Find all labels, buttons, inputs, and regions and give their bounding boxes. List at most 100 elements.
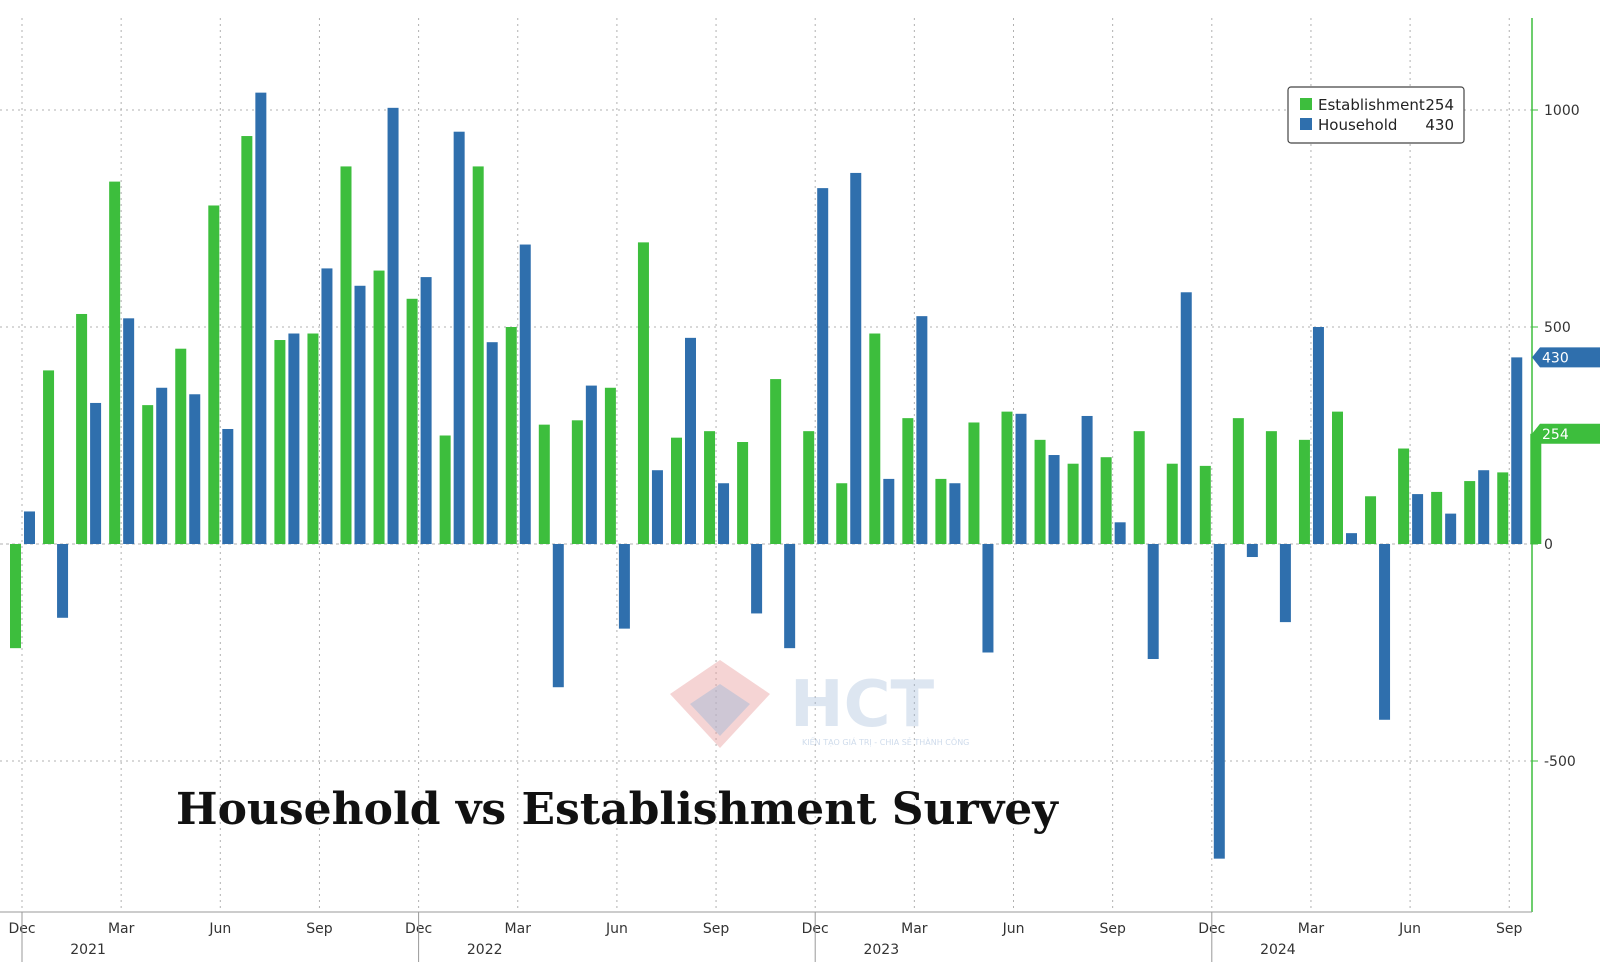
household-bar: [1478, 470, 1490, 544]
establishment-bar: [902, 418, 914, 544]
establishment-bar: [1001, 411, 1013, 544]
household-bar: [585, 385, 597, 544]
establishment-bar: [340, 166, 352, 545]
household-bar: [618, 544, 630, 629]
legend-label: Establishment: [1318, 96, 1425, 114]
household-bar: [883, 478, 895, 544]
household-bar: [453, 131, 465, 544]
establishment-bar: [1431, 491, 1443, 544]
household-bar: [387, 107, 399, 544]
household-bar: [189, 394, 201, 544]
establishment-bar: [439, 435, 451, 544]
household-bar: [817, 188, 829, 544]
household-last-value: 430: [1542, 350, 1569, 366]
establishment-bar: [1199, 465, 1211, 544]
establishment-bar: [538, 424, 550, 544]
establishment-bar: [968, 422, 980, 544]
establishment-bar: [241, 136, 253, 545]
household-bar: [1213, 544, 1225, 859]
household-bar: [222, 428, 234, 544]
establishment-bar: [307, 333, 319, 544]
watermark: HCT KIẾN TẠO GIÁ TRỊ - CHIA SẺ THÀNH CÔN…: [670, 660, 969, 748]
year-label: 2023: [863, 942, 899, 958]
household-bar: [1511, 357, 1523, 544]
establishment-bar: [1232, 418, 1244, 544]
establishment-bar: [836, 483, 848, 544]
household-bar: [321, 268, 333, 544]
household-bar: [1081, 415, 1093, 544]
x-tick-label: Sep: [306, 921, 333, 937]
x-tick-label: Mar: [901, 921, 928, 937]
establishment-bar: [1133, 431, 1145, 544]
household-last-tag: [1532, 347, 1600, 368]
establishment-bar: [637, 242, 649, 544]
establishment-last-value: 254: [1542, 427, 1569, 443]
establishment-bar: [76, 313, 88, 544]
establishment-bar: [604, 387, 616, 544]
household-bar: [685, 337, 696, 544]
legend-label: Household: [1318, 116, 1397, 134]
legend-value: 430: [1425, 116, 1454, 134]
y-tick-label: 0: [1544, 537, 1553, 553]
establishment-bar: [10, 544, 21, 649]
establishment-bar: [1464, 481, 1476, 544]
household-bar: [255, 92, 267, 544]
legend-value: 254: [1425, 96, 1454, 114]
household-bar: [1048, 455, 1060, 544]
household-bar: [1279, 544, 1291, 623]
household-bar: [519, 244, 531, 545]
household-bar: [57, 544, 69, 618]
establishment-bar: [472, 166, 484, 545]
establishment-bar: [737, 442, 749, 544]
svg-text:KIẾN TẠO GIÁ TRỊ - CHIA SẺ THÀ: KIẾN TẠO GIÁ TRỊ - CHIA SẺ THÀNH CÔNG: [802, 736, 969, 748]
household-bar: [354, 285, 366, 544]
household-bar: [1180, 292, 1192, 544]
x-tick-label: Mar: [108, 921, 135, 937]
establishment-bar: [704, 431, 716, 544]
year-label: 2024: [1260, 942, 1296, 958]
household-bar: [850, 172, 862, 544]
household-bar: [1346, 533, 1357, 544]
y-tick-label: 1000: [1544, 103, 1580, 119]
household-bar: [1445, 513, 1457, 544]
establishment-bar: [803, 431, 815, 544]
bars: [10, 92, 1542, 859]
household-bar: [651, 470, 663, 544]
household-bar: [982, 544, 994, 653]
establishment-bar: [208, 205, 220, 545]
legend-swatch: [1300, 118, 1312, 130]
establishment-bar: [1067, 463, 1079, 544]
establishment-bar: [274, 340, 286, 544]
establishment-bar: [1265, 431, 1277, 544]
household-bar: [1246, 544, 1258, 558]
establishment-bar: [770, 379, 782, 544]
x-tick-label: Jun: [1002, 921, 1025, 937]
x-tick-label: Sep: [703, 921, 730, 937]
year-label: 2022: [467, 942, 503, 958]
establishment-bar: [505, 327, 517, 544]
establishment-bar: [1365, 496, 1377, 544]
establishment-bar: [869, 333, 881, 544]
establishment-bar: [109, 181, 121, 545]
chart-title: Household vs Establishment Survey: [176, 784, 1059, 835]
gridlines: [0, 18, 1532, 912]
establishment-bar: [1100, 457, 1112, 544]
legend: Establishment 254 Household 430: [1287, 86, 1465, 144]
establishment-last-tag: [1532, 423, 1600, 444]
establishment-bar: [1166, 463, 1178, 544]
establishment-bar: [175, 348, 187, 544]
household-bar: [24, 511, 35, 544]
household-bar: [916, 316, 928, 544]
x-tick-label: Jun: [605, 921, 628, 937]
household-bar: [1147, 544, 1159, 660]
household-bar: [1412, 494, 1424, 544]
establishment-bar: [935, 478, 947, 544]
household-bar: [123, 318, 135, 544]
establishment-bar: [1398, 448, 1410, 544]
x-tick-label: Mar: [1298, 921, 1325, 937]
y-tick-label: -500: [1544, 754, 1576, 770]
household-bar: [1312, 327, 1324, 544]
household-bar: [90, 402, 102, 544]
x-tick-label: Sep: [1496, 921, 1523, 937]
